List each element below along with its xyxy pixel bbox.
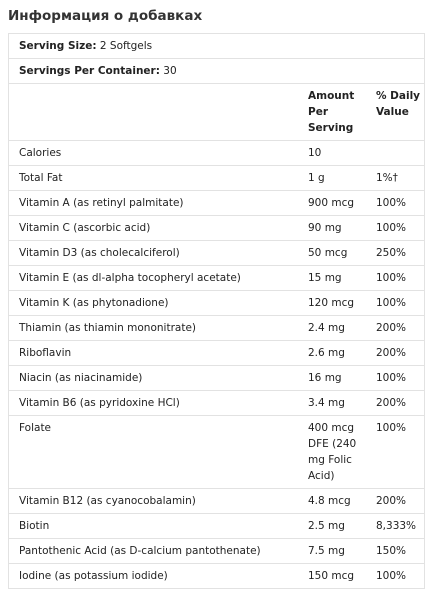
nutrient-row: Niacin (as niacinamide) 16 mg 100% — [8, 365, 425, 391]
nutrient-amount: 2.5 mg — [298, 513, 366, 539]
nutrient-dv: 100% — [366, 365, 425, 391]
nutrient-row: Vitamin D3 (as cholecalciferol) 50 mcg 250… — [8, 240, 425, 266]
nutrient-amount: 2.4 mg — [298, 315, 366, 341]
nutrient-name: Pantothenic Acid (as D-calcium pantothen… — [8, 538, 298, 564]
nutrient-row: Iodine (as potassium iodide) 150 mcg 100% — [8, 563, 425, 589]
nutrient-name: Vitamin K (as phytonadione) — [8, 290, 298, 316]
nutrient-row: Vitamin B6 (as pyridoxine HCl) 3.4 mg 200% — [8, 390, 425, 416]
nutrient-row: Thiamin (as thiamin mononitrate) 2.4 mg 20… — [8, 315, 425, 341]
nutrient-dv: 200% — [366, 340, 425, 366]
nutrient-dv: 100% — [366, 563, 425, 589]
nutrient-dv: 8,333% — [366, 513, 425, 539]
nutrient-name: Vitamin C (ascorbic acid) — [8, 215, 298, 241]
nutrient-name: Vitamin B6 (as pyridoxine HCl) — [8, 390, 298, 416]
nutrient-row: Pantothenic Acid (as D-calcium pantothen… — [8, 538, 425, 564]
nutrient-name: Vitamin B12 (as cyanocobalamin) — [8, 488, 298, 514]
supplement-table: Serving Size: 2 Softgels Servings Per Co… — [8, 33, 425, 589]
nutrient-row: Calories 10 — [8, 140, 425, 166]
nutrient-row: Biotin 2.5 mg 8,333% — [8, 513, 425, 539]
nutrient-dv: 1%† — [366, 165, 425, 191]
nutrient-dv: 100% — [366, 415, 425, 489]
nutrient-amount: 7.5 mg — [298, 538, 366, 564]
serving-size-value: 2 Softgels — [99, 40, 153, 52]
dv-header: % Daily Value — [366, 83, 425, 141]
header-row: Amount Per Serving% Daily Value — [8, 83, 425, 141]
servings-value: 30 — [163, 65, 177, 77]
nutrient-row: Vitamin A (as retinyl palmitate) 900 mcg 1… — [8, 190, 425, 216]
nutrient-dv: 200% — [366, 390, 425, 416]
nutrient-dv: 100% — [366, 265, 425, 291]
nutrient-amount: 10 — [298, 140, 366, 166]
nutrient-amount: 90 mg — [298, 215, 366, 241]
nutrient-name: Biotin — [8, 513, 298, 539]
nutrient-name: Niacin (as niacinamide) — [8, 365, 298, 391]
nutrient-dv — [366, 140, 425, 166]
servings-row: Servings Per Container: 30 — [8, 58, 425, 84]
servings-label: Servings Per Container: — [19, 65, 160, 77]
nutrient-name: Vitamin D3 (as cholecalciferol) — [8, 240, 298, 266]
nutrient-amount: 3.4 mg — [298, 390, 366, 416]
serving-size-label: Serving Size: — [19, 40, 97, 52]
title: Информация о добавках — [8, 8, 203, 24]
nutrient-dv: 100% — [366, 215, 425, 241]
nutrient-name: Iodine (as potassium iodide) — [8, 563, 298, 589]
nutrient-name: Riboflavin — [8, 340, 298, 366]
nutrient-dv: 200% — [366, 315, 425, 341]
nutrient-name: Thiamin (as thiamin mononitrate) — [8, 315, 298, 341]
nutrient-amount: 150 mcg — [298, 563, 366, 589]
nutrient-row: Folate 400 mcg DFE (240 mg Folic Acid) 100… — [8, 415, 425, 489]
nutrient-row: Vitamin E (as dl-alpha tocopheryl acetat… — [8, 265, 425, 291]
nutrient-row: Riboflavin 2.6 mg 200% — [8, 340, 425, 366]
nutrient-row: Total Fat 1 g 1%† — [8, 165, 425, 191]
nutrient-amount: 120 mcg — [298, 290, 366, 316]
nutrient-dv: 100% — [366, 290, 425, 316]
nutrient-dv: 200% — [366, 488, 425, 514]
nutrient-row: Vitamin C (ascorbic acid) 90 mg 100% — [8, 215, 425, 241]
nutrient-amount: 400 mcg DFE (240 mg Folic Acid) — [298, 415, 366, 489]
nutrient-amount: 900 mcg — [298, 190, 366, 216]
nutrient-dv: 150% — [366, 538, 425, 564]
nutrient-row: Vitamin B12 (as cyanocobalamin) 4.8 mcg 20… — [8, 488, 425, 514]
nutrient-name: Total Fat — [8, 165, 298, 191]
nutrient-dv: 100% — [366, 190, 425, 216]
nutrient-amount: 16 mg — [298, 365, 366, 391]
nutrient-name: Vitamin A (as retinyl palmitate) — [8, 190, 298, 216]
nutrient-row: Vitamin K (as phytonadione) 120 mcg 100% — [8, 290, 425, 316]
nutrient-name: Folate — [8, 415, 298, 489]
nutrient-name: Calories — [8, 140, 298, 166]
nutrient-dv: 250% — [366, 240, 425, 266]
nutrient-amount: 1 g — [298, 165, 366, 191]
nutrient-name: Vitamin E (as dl-alpha tocopheryl acetat… — [8, 265, 298, 291]
amount-header: Amount Per Serving — [298, 83, 366, 141]
nutrient-amount: 2.6 mg — [298, 340, 366, 366]
serving-size-row: Serving Size: 2 Softgels — [8, 33, 425, 59]
nutrient-amount: 4.8 mcg — [298, 488, 366, 514]
nutrient-amount: 50 mcg — [298, 240, 366, 266]
nutrient-amount: 15 mg — [298, 265, 366, 291]
